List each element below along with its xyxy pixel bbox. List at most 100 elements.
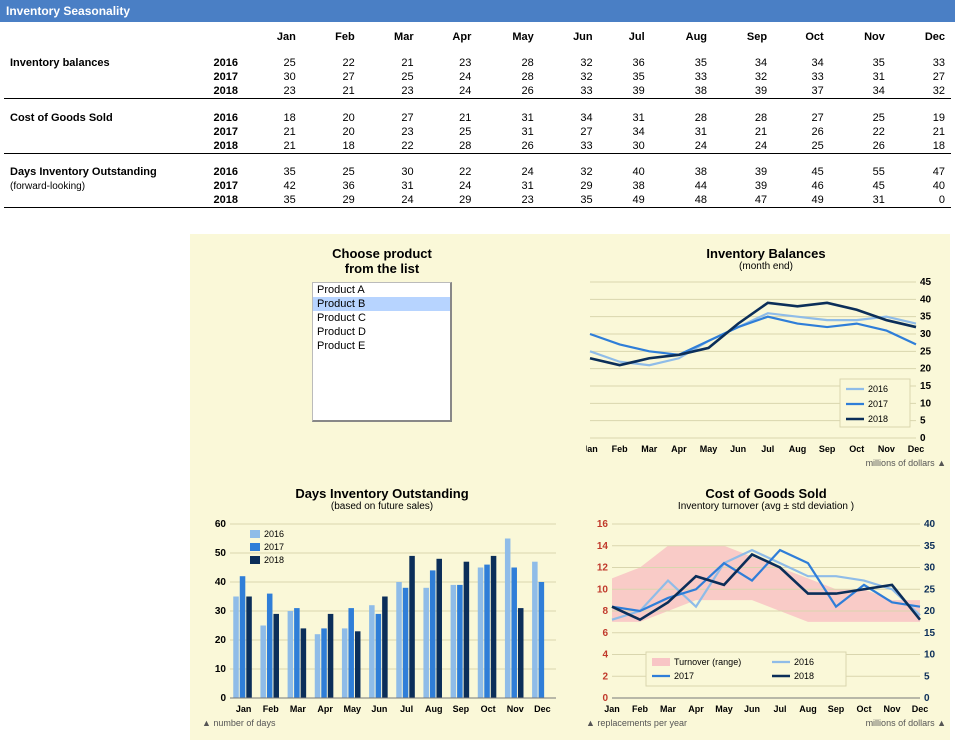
svg-text:40: 40	[920, 294, 932, 305]
svg-text:May: May	[700, 444, 718, 454]
svg-text:Jul: Jul	[773, 704, 786, 714]
data-cell: 35	[599, 70, 651, 84]
svg-text:May: May	[715, 704, 733, 714]
month-header: Feb	[302, 30, 361, 44]
data-cell: 23	[477, 193, 539, 208]
svg-text:12: 12	[597, 562, 609, 573]
data-tables: JanFebMarAprMayJunJulAugSepOctNovDecInve…	[0, 22, 955, 224]
chart-title: Cost of Goods Sold	[705, 486, 826, 501]
svg-text:16: 16	[597, 519, 609, 530]
svg-text:2017: 2017	[264, 542, 284, 552]
data-cell: 31	[477, 125, 539, 139]
chart-subtitle: (month end)	[739, 261, 793, 272]
inventory-balances-panel: Inventory Balances (month end) 051015202…	[586, 246, 946, 468]
svg-text:30: 30	[215, 606, 227, 617]
svg-text:Feb: Feb	[632, 704, 649, 714]
data-cell: 33	[773, 70, 830, 84]
chart-subtitle: Inventory turnover (avg ± std deviation …	[678, 501, 854, 512]
svg-text:0: 0	[602, 693, 608, 704]
svg-text:20: 20	[920, 363, 932, 374]
data-cell: 25	[244, 56, 302, 70]
section-label: Inventory balances	[4, 56, 204, 70]
data-cell: 27	[773, 111, 830, 125]
data-cell: 29	[540, 179, 599, 193]
product-picker-title2: from the list	[345, 261, 419, 276]
year-label: 2018	[204, 84, 244, 99]
svg-text:Apr: Apr	[688, 704, 704, 714]
svg-text:Aug: Aug	[789, 444, 807, 454]
svg-text:10: 10	[215, 664, 227, 675]
svg-text:Dec: Dec	[534, 704, 551, 714]
svg-text:0: 0	[920, 433, 926, 444]
svg-text:2017: 2017	[868, 399, 888, 409]
product-option[interactable]: Product A	[313, 283, 450, 297]
svg-text:35: 35	[920, 311, 932, 322]
svg-text:Dec: Dec	[908, 444, 925, 454]
data-cell: 24	[713, 139, 773, 154]
data-cell: 31	[477, 111, 539, 125]
data-cell: 37	[773, 84, 830, 99]
svg-text:Aug: Aug	[799, 704, 817, 714]
product-option[interactable]: Product B	[313, 297, 450, 311]
svg-text:2018: 2018	[868, 414, 888, 424]
data-cell: 27	[361, 111, 420, 125]
svg-text:Jan: Jan	[604, 704, 620, 714]
data-cell: 31	[830, 70, 891, 84]
svg-text:Oct: Oct	[481, 704, 496, 714]
data-cell: 39	[713, 179, 773, 193]
svg-text:Feb: Feb	[612, 444, 629, 454]
svg-text:2018: 2018	[794, 671, 814, 681]
data-cell: 49	[599, 193, 651, 208]
product-option[interactable]: Product D	[313, 325, 450, 339]
data-cell: 31	[830, 193, 891, 208]
product-option[interactable]: Product E	[313, 339, 450, 353]
svg-text:Dec: Dec	[912, 704, 929, 714]
data-cell: 29	[302, 193, 361, 208]
svg-text:2016: 2016	[868, 384, 888, 394]
svg-text:15: 15	[920, 381, 932, 392]
svg-text:5: 5	[924, 671, 930, 682]
svg-text:25: 25	[920, 346, 932, 357]
svg-text:8: 8	[602, 606, 608, 617]
data-cell: 24	[420, 179, 478, 193]
data-cell: 33	[891, 56, 951, 70]
svg-text:30: 30	[924, 562, 936, 573]
axis-note-right: millions of dollars ▲	[866, 718, 946, 728]
svg-text:Oct: Oct	[849, 444, 864, 454]
svg-text:Jan: Jan	[236, 704, 252, 714]
month-header: Nov	[830, 30, 891, 44]
svg-text:Nov: Nov	[878, 444, 895, 454]
data-cell: 28	[420, 139, 478, 154]
product-listbox[interactable]: Product AProduct BProduct CProduct DProd…	[312, 282, 452, 422]
data-cell: 32	[713, 70, 773, 84]
chart-subtitle: (based on future sales)	[331, 501, 433, 512]
data-cell: 38	[651, 84, 713, 99]
svg-text:Sep: Sep	[453, 704, 470, 714]
month-header: Apr	[420, 30, 478, 44]
data-cell: 48	[651, 193, 713, 208]
section-label: Days Inventory Outstanding	[4, 165, 204, 179]
svg-text:Jul: Jul	[400, 704, 413, 714]
svg-text:2: 2	[602, 671, 608, 682]
data-cell: 24	[361, 193, 420, 208]
data-cell: 30	[361, 165, 420, 179]
data-cell: 32	[540, 165, 599, 179]
svg-text:Jun: Jun	[371, 704, 387, 714]
data-cell: 34	[773, 56, 830, 70]
product-picker-title1: Choose product	[332, 246, 432, 261]
product-option[interactable]: Product C	[313, 311, 450, 325]
svg-text:10: 10	[597, 584, 609, 595]
svg-text:5: 5	[920, 415, 926, 426]
axis-note-left: ▲ replacements per year	[586, 718, 687, 728]
section-sublabel: (forward-looking)	[4, 179, 204, 193]
data-cell: 24	[420, 70, 478, 84]
data-cell: 33	[540, 84, 599, 99]
svg-text:35: 35	[924, 540, 936, 551]
axis-note: millions of dollars ▲	[586, 458, 946, 468]
data-cell: 55	[830, 165, 891, 179]
data-cell: 32	[891, 84, 951, 99]
data-cell: 24	[651, 139, 713, 154]
data-cell: 21	[420, 111, 478, 125]
svg-text:4: 4	[602, 649, 608, 660]
svg-text:20: 20	[924, 606, 936, 617]
